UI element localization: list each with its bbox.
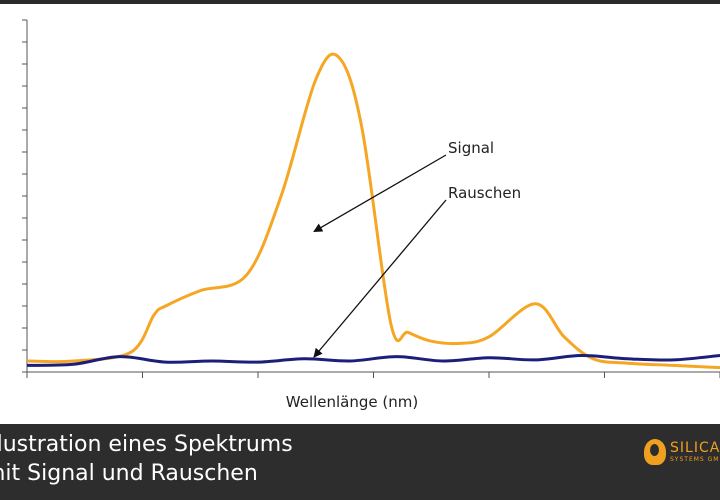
caption-footer: Illustration eines Spektrums mit Signal … [0,424,720,500]
logo-name: SILICANN [670,439,720,456]
annotation-arrow [313,199,447,358]
noise-series-line [26,353,720,367]
spectrum-chart: Signal Rauschen Wellenlänge (nm) [22,19,720,411]
signal-series-line [26,52,720,370]
annotation-arrow [313,154,447,233]
logo-subtitle: SYSTEMS GMBH [670,455,720,463]
noise-annotation-label: Rauschen [448,184,521,202]
signal-annotation-label: Signal [448,139,494,157]
company-logo: SILICANN SYSTEMS GMBH [644,432,720,472]
logo-head-icon [644,439,666,465]
top-bar [0,0,720,4]
x-axis-label: Wellenlänge (nm) [286,393,418,411]
caption-line-1: Illustration eines Spektrums [0,432,293,457]
caption-line-2: mit Signal und Rauschen [0,461,258,486]
figure-caption: Illustration eines Spektrums mit Signal … [0,430,293,488]
